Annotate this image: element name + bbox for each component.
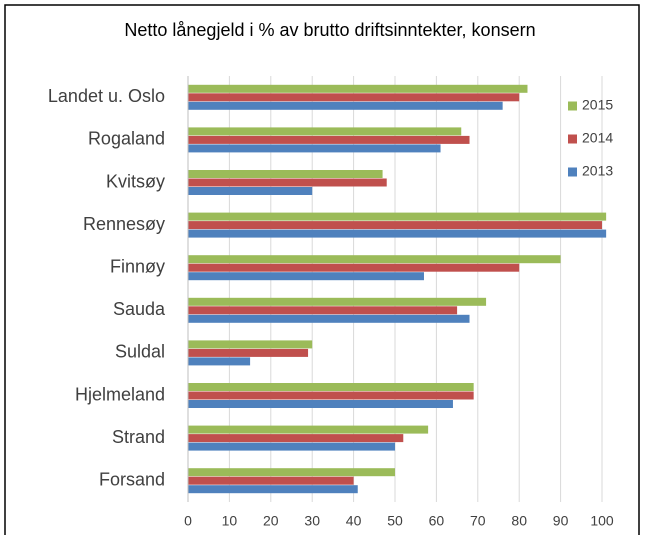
x-tick-label: 70 <box>470 513 486 529</box>
y-tick-label: Sauda <box>113 299 166 319</box>
bar <box>188 434 404 443</box>
bar <box>188 468 395 477</box>
y-tick-label: Hjelmeland <box>75 384 165 404</box>
legend-label: 2015 <box>582 97 613 113</box>
legend-label: 2013 <box>582 163 613 179</box>
x-tick-label: 20 <box>263 513 279 529</box>
x-tick-label: 90 <box>553 513 569 529</box>
bar <box>188 229 607 238</box>
bar <box>188 400 453 408</box>
bar <box>188 383 474 391</box>
bar <box>188 135 470 144</box>
bar <box>188 170 383 178</box>
chart-border <box>4 4 640 535</box>
bar <box>188 348 309 357</box>
legend-swatch <box>568 101 577 111</box>
x-tick-label: 0 <box>184 513 192 529</box>
bar <box>188 221 602 230</box>
bar <box>188 425 429 434</box>
y-tick-label: Rogaland <box>88 129 165 149</box>
y-tick-label: Kvitsøy <box>106 171 165 191</box>
bar <box>188 340 313 349</box>
y-tick-label: Landet u. Oslo <box>48 86 165 106</box>
x-tick-label: 80 <box>511 513 527 529</box>
bar <box>188 212 607 221</box>
bar <box>188 93 520 102</box>
bar <box>188 485 358 494</box>
y-tick-label: Rennesøy <box>83 214 165 234</box>
bar <box>188 178 387 187</box>
x-tick-label: 50 <box>387 513 403 529</box>
bar <box>188 144 441 153</box>
legend-swatch <box>568 167 577 177</box>
x-tick-label: 40 <box>346 513 362 529</box>
legend-swatch <box>568 134 577 144</box>
bar <box>188 476 354 485</box>
x-tick-label: 100 <box>590 513 614 529</box>
y-tick-label: Strand <box>112 427 165 447</box>
bar <box>188 255 561 264</box>
x-tick-label: 30 <box>304 513 320 529</box>
bar <box>188 127 462 136</box>
y-tick-label: Suldal <box>115 342 165 362</box>
x-tick-label: 60 <box>429 513 445 529</box>
x-tick-label: 10 <box>222 513 238 529</box>
bar <box>188 306 458 315</box>
bar <box>188 101 503 110</box>
bar <box>188 357 251 366</box>
chart-title: Netto lånegjeld i % av brutto driftsinnt… <box>124 20 536 40</box>
bar <box>188 314 470 323</box>
bar <box>188 84 528 93</box>
bar <box>188 442 395 451</box>
bar <box>188 263 520 272</box>
bar <box>188 187 313 195</box>
bar <box>188 272 424 281</box>
y-tick-label: Forsand <box>99 469 165 489</box>
y-tick-label: Finnøy <box>110 256 165 276</box>
legend-label: 2014 <box>582 130 613 146</box>
bar <box>188 391 474 400</box>
bar <box>188 297 487 306</box>
